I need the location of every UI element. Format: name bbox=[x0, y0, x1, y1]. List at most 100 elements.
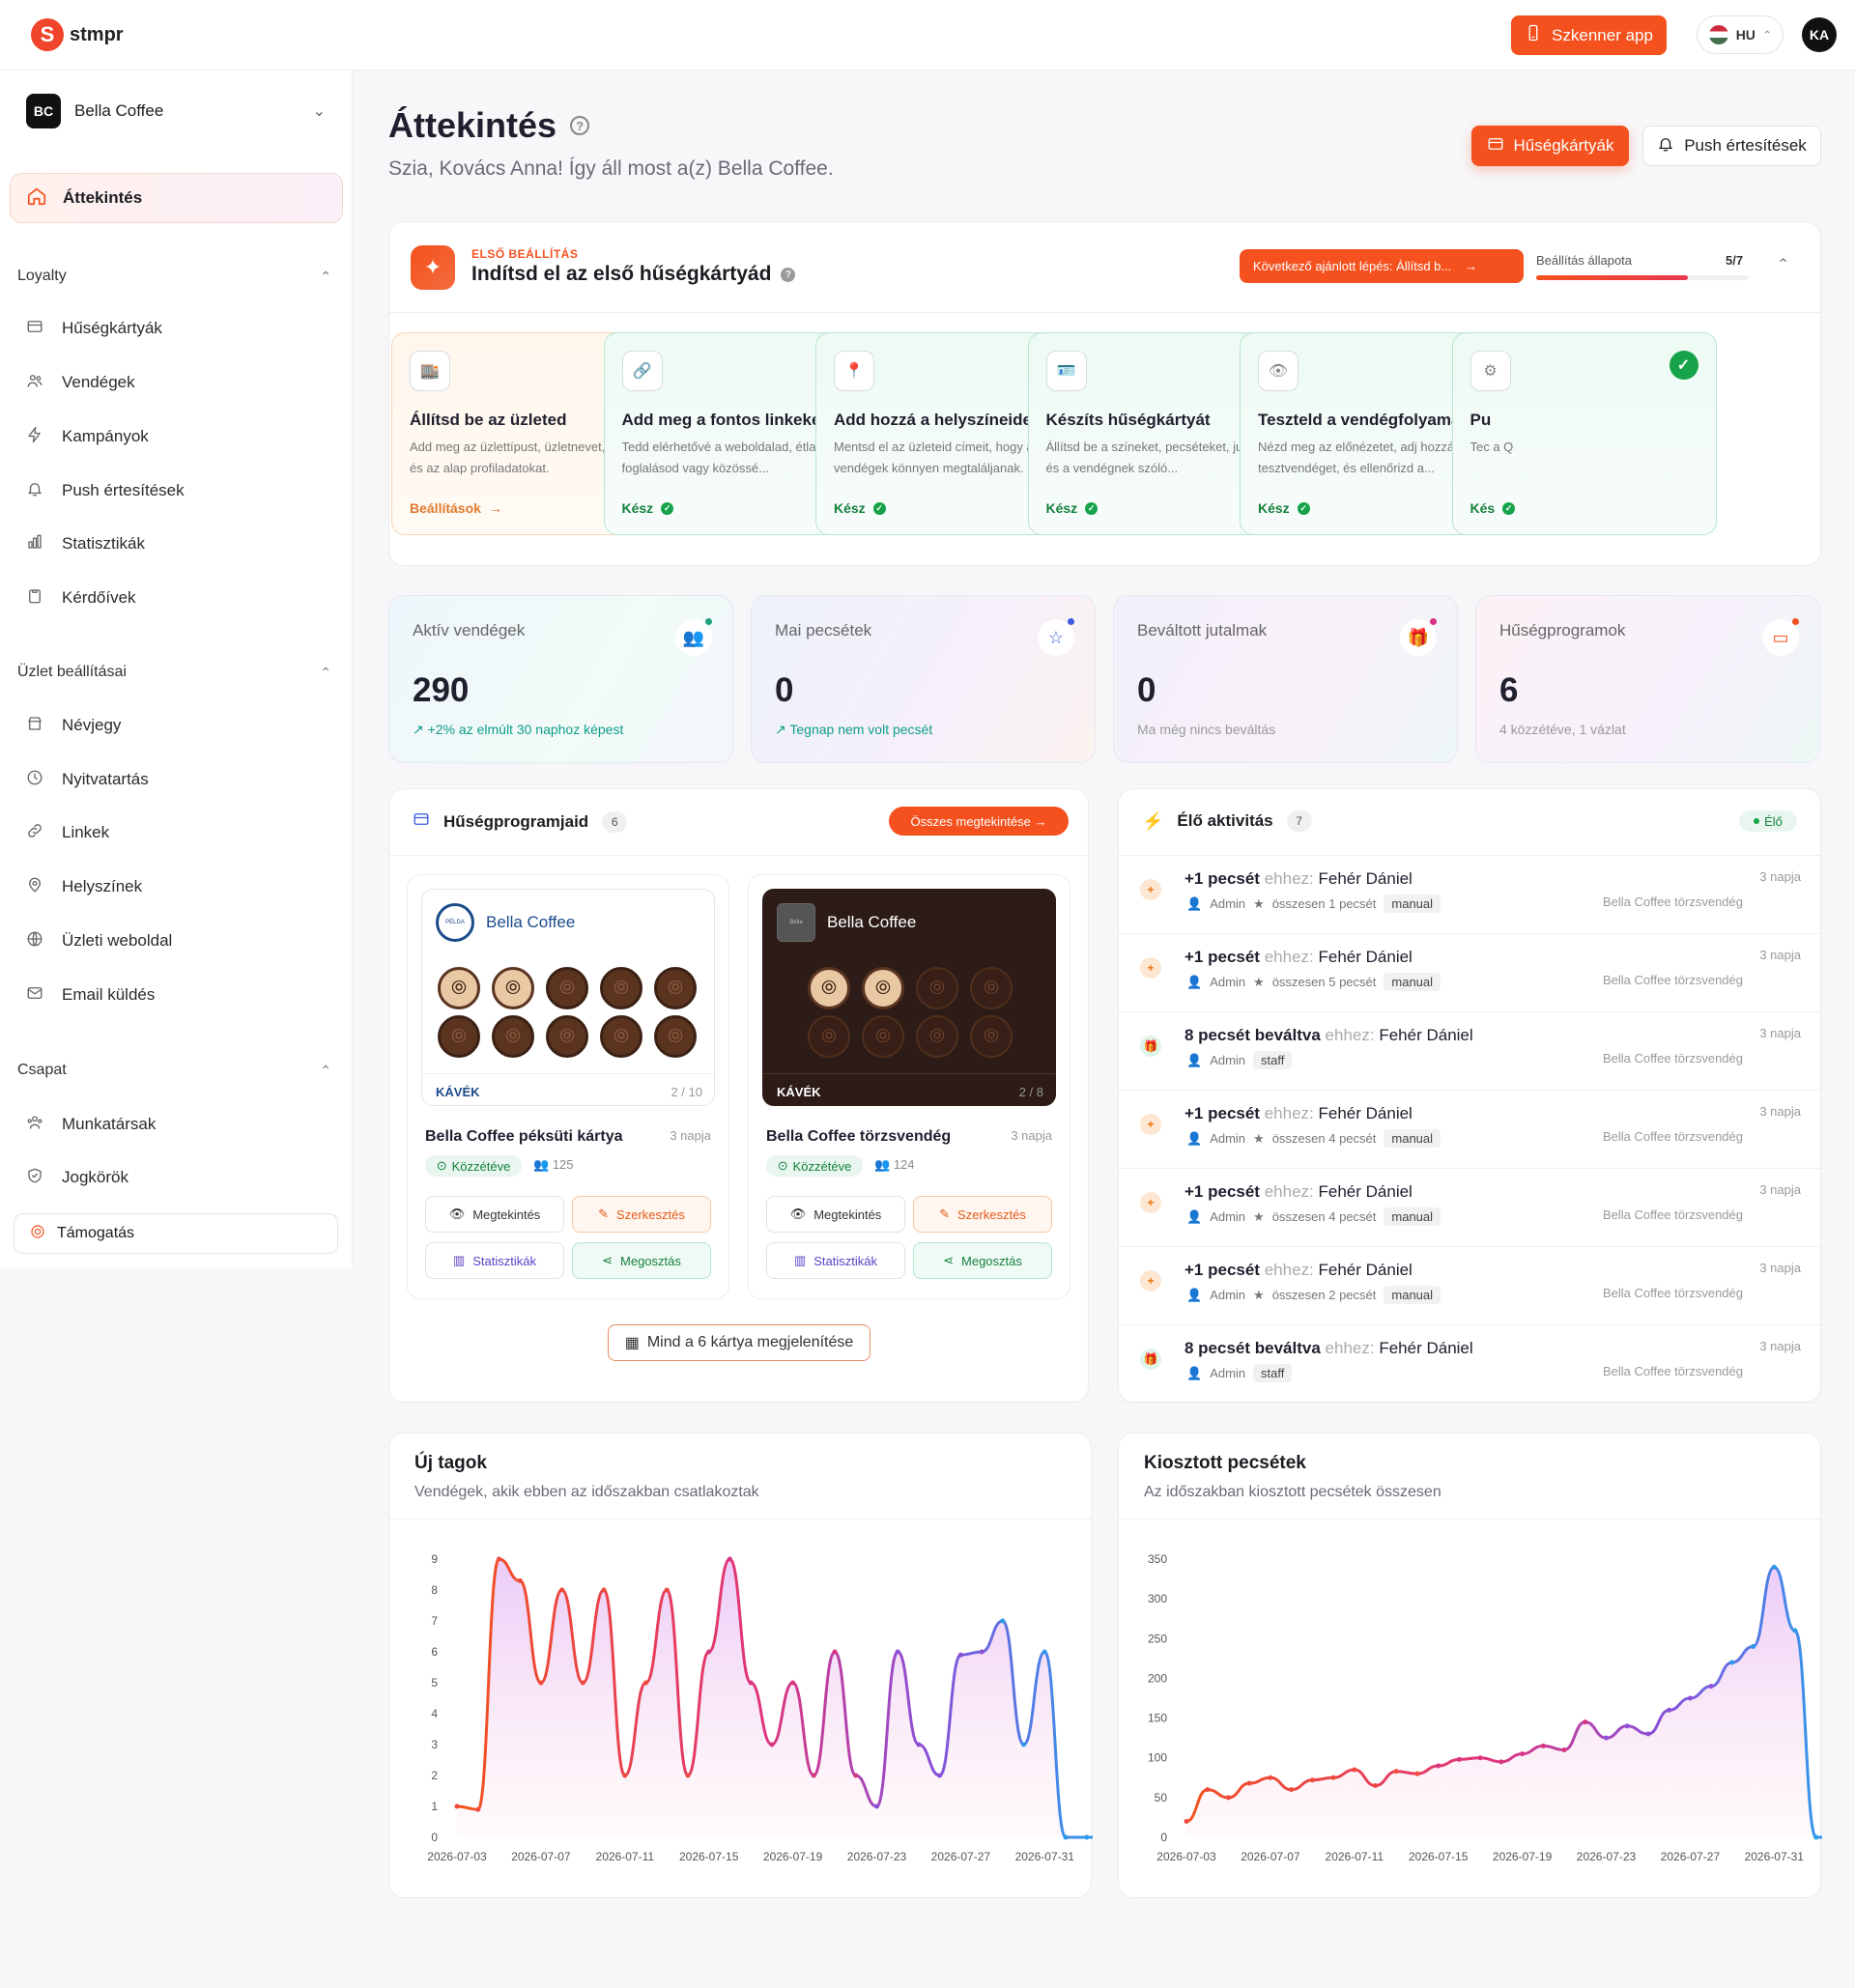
data-point[interactable] bbox=[1084, 1834, 1090, 1840]
language-selector[interactable]: HU ⌃ bbox=[1697, 15, 1784, 54]
section-loyalty[interactable]: Loyalty ⌃ bbox=[17, 268, 331, 285]
help-icon[interactable]: ? bbox=[570, 116, 590, 135]
data-point[interactable] bbox=[475, 1806, 481, 1812]
section-team[interactable]: Csapat ⌃ bbox=[17, 1062, 331, 1079]
activity-row[interactable]: 🎁 8 pecsét beváltva ehhez: Fehér Dániel 👤 A… bbox=[1119, 1325, 1822, 1404]
scanner-app-button[interactable]: Szkenner app bbox=[1511, 15, 1667, 55]
data-point[interactable] bbox=[1583, 1719, 1588, 1725]
data-point[interactable] bbox=[1624, 1723, 1630, 1729]
sidebar-item-surveys[interactable]: Kérdőívek bbox=[23, 579, 332, 617]
data-point[interactable] bbox=[1289, 1787, 1295, 1793]
share-button[interactable]: ⋖ Megosztás bbox=[913, 1242, 1052, 1279]
data-point[interactable] bbox=[1561, 1747, 1567, 1752]
data-point[interactable] bbox=[1184, 1819, 1189, 1825]
data-point[interactable] bbox=[664, 1587, 670, 1593]
sidebar-item-links[interactable]: Linkek bbox=[23, 813, 332, 852]
show-all-cards-button[interactable]: ▦ Mind a 6 kártya megjelenítése bbox=[608, 1324, 870, 1361]
data-point[interactable] bbox=[454, 1803, 460, 1809]
data-point[interactable] bbox=[1456, 1756, 1462, 1762]
data-point[interactable] bbox=[853, 1773, 859, 1778]
sidebar-item-guests[interactable]: Vendégek bbox=[23, 363, 332, 402]
data-point[interactable] bbox=[1771, 1564, 1777, 1570]
data-point[interactable] bbox=[916, 1742, 922, 1747]
data-point[interactable] bbox=[496, 1556, 501, 1562]
sidebar-item-website[interactable]: Üzleti weboldal bbox=[23, 922, 332, 960]
activity-row[interactable]: + +1 pecsét ehhez: Fehér Dániel 👤 Admin ★ öss… bbox=[1119, 856, 1822, 934]
data-point[interactable] bbox=[1042, 1649, 1047, 1655]
data-point[interactable] bbox=[706, 1649, 712, 1655]
activity-row[interactable]: + +1 pecsét ehhez: Fehér Dániel 👤 Admin ★ öss… bbox=[1119, 1091, 1822, 1169]
sidebar-item-staff[interactable]: Munkatársak bbox=[23, 1105, 332, 1144]
activity-row[interactable]: + +1 pecsét ehhez: Fehér Dániel 👤 Admin ★ öss… bbox=[1119, 1169, 1822, 1247]
push-notifications-button[interactable]: Push értesítések bbox=[1642, 126, 1821, 166]
loyalty-card-preview[interactable]: PÉLDA Bella Coffee ⦾ ⦾ ⦾ ⦾ ⦾ ⦾ ⦾ ⦾ ⦾ ⦾ KÁVÉK 2 / 10 bbox=[421, 889, 715, 1106]
data-point[interactable] bbox=[580, 1680, 585, 1686]
data-point[interactable] bbox=[622, 1773, 628, 1778]
data-point[interactable] bbox=[1414, 1771, 1420, 1776]
data-point[interactable] bbox=[1645, 1731, 1651, 1737]
data-point[interactable] bbox=[601, 1587, 607, 1593]
data-point[interactable] bbox=[1205, 1787, 1211, 1793]
data-point[interactable] bbox=[1436, 1763, 1441, 1769]
data-point[interactable] bbox=[1540, 1743, 1546, 1748]
data-point[interactable] bbox=[1792, 1628, 1798, 1633]
data-point[interactable] bbox=[1373, 1783, 1379, 1789]
data-point[interactable] bbox=[1813, 1834, 1819, 1840]
data-point[interactable] bbox=[1708, 1684, 1714, 1690]
data-point[interactable] bbox=[517, 1577, 523, 1583]
data-point[interactable] bbox=[685, 1773, 691, 1778]
data-point[interactable] bbox=[1352, 1767, 1357, 1773]
data-point[interactable] bbox=[538, 1680, 544, 1686]
data-point[interactable] bbox=[1225, 1795, 1231, 1801]
data-point[interactable] bbox=[1393, 1769, 1399, 1775]
share-button[interactable]: ⋖ Megosztás bbox=[572, 1242, 711, 1279]
loyalty-cards-button[interactable]: Hűségkártyák bbox=[1471, 126, 1629, 166]
help-icon[interactable]: ? bbox=[781, 267, 796, 282]
data-point[interactable] bbox=[811, 1773, 816, 1778]
data-point[interactable] bbox=[957, 1652, 963, 1658]
data-point[interactable] bbox=[769, 1742, 775, 1747]
data-point[interactable] bbox=[1000, 1618, 1006, 1624]
data-point[interactable] bbox=[748, 1680, 754, 1686]
data-point[interactable] bbox=[1729, 1660, 1735, 1665]
data-point[interactable] bbox=[1330, 1775, 1336, 1780]
user-avatar[interactable]: KA bbox=[1802, 17, 1837, 52]
sidebar-item-business-card[interactable]: Névjegy bbox=[23, 706, 332, 745]
step-status[interactable]: Beállítások → bbox=[410, 500, 502, 516]
sidebar-item-push[interactable]: Push értesítések bbox=[23, 471, 332, 510]
business-switcher[interactable]: BC Bella Coffee ⌄ bbox=[26, 92, 326, 130]
statistics-button[interactable]: ▥ Statisztikák bbox=[425, 1242, 564, 1279]
section-business-settings[interactable]: Üzlet beállításai ⌃ bbox=[17, 664, 331, 681]
app-logo[interactable]: S stmpr bbox=[31, 18, 124, 51]
data-point[interactable] bbox=[1667, 1707, 1672, 1713]
edit-button[interactable]: ✎ Szerkesztés bbox=[572, 1196, 711, 1233]
collapse-chevron-icon[interactable]: ⌃ bbox=[1777, 257, 1790, 273]
statistics-button[interactable]: ▥ Statisztikák bbox=[766, 1242, 905, 1279]
setup-step-card[interactable]: ⚙ ✓ Pu Tec a Q Kés ✓ bbox=[1451, 332, 1717, 535]
sidebar-item-opening-hours[interactable]: Nyitvatartás bbox=[23, 760, 332, 799]
sidebar-item-email[interactable]: Email küldés bbox=[23, 976, 332, 1014]
sidebar-item-overview[interactable]: Áttekintés bbox=[10, 173, 343, 223]
data-point[interactable] bbox=[1246, 1780, 1252, 1786]
data-point[interactable] bbox=[727, 1556, 732, 1562]
sidebar-item-loyalty-cards[interactable]: Hűségkártyák bbox=[23, 309, 332, 348]
view-button[interactable]: 👁 Megtekintés bbox=[425, 1196, 564, 1233]
data-point[interactable] bbox=[937, 1773, 943, 1778]
support-button[interactable]: Támogatás bbox=[14, 1213, 338, 1254]
view-all-button[interactable]: Összes megtekintése → bbox=[889, 807, 1069, 836]
sidebar-item-statistics[interactable]: Statisztikák bbox=[23, 525, 332, 563]
view-button[interactable]: 👁 Megtekintés bbox=[766, 1196, 905, 1233]
data-point[interactable] bbox=[979, 1649, 985, 1655]
data-point[interactable] bbox=[1520, 1751, 1526, 1757]
data-point[interactable] bbox=[1687, 1695, 1693, 1701]
sidebar-item-campaigns[interactable]: Kampányok bbox=[23, 417, 332, 456]
sidebar-item-permissions[interactable]: Jogkörök bbox=[23, 1158, 332, 1197]
data-point[interactable] bbox=[1751, 1644, 1756, 1650]
data-point[interactable] bbox=[832, 1649, 838, 1655]
loyalty-card-preview[interactable]: Bella Bella Coffee ⦾ ⦾ ⦾ ⦾ ⦾ ⦾ ⦾ ⦾ KÁVÉK 2 / 8 bbox=[762, 889, 1056, 1106]
data-point[interactable] bbox=[873, 1803, 879, 1809]
activity-row[interactable]: + +1 pecsét ehhez: Fehér Dániel 👤 Admin ★ öss… bbox=[1119, 1247, 1822, 1325]
next-step-button[interactable]: Következő ajánlott lépés: Állítsd b... → bbox=[1240, 249, 1524, 283]
data-point[interactable] bbox=[1477, 1755, 1483, 1761]
sidebar-item-locations[interactable]: Helyszínek bbox=[23, 867, 332, 906]
